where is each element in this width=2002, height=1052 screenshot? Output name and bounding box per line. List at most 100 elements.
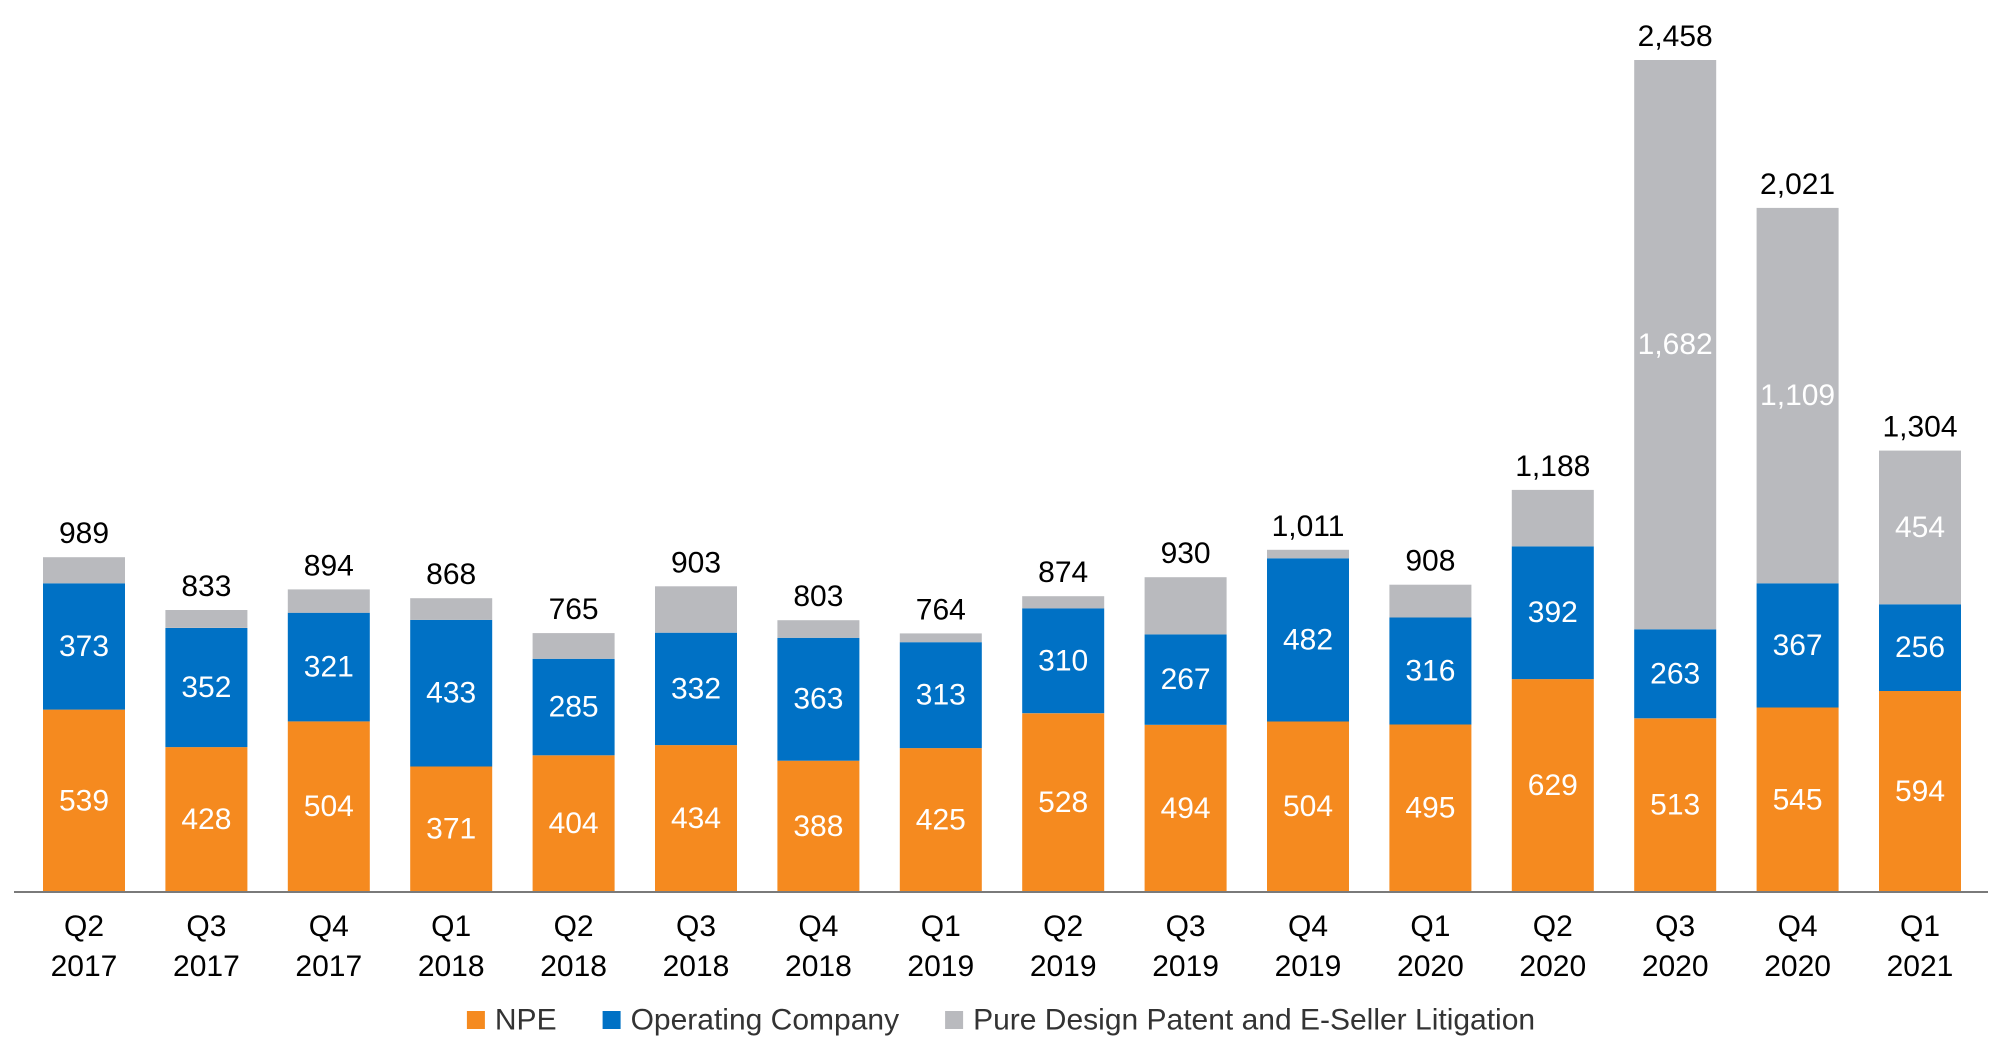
x-tick-quarter-label: Q1	[431, 910, 471, 943]
bar-segment-pure-design-patent-and-e-seller-litigation-8	[1022, 596, 1104, 608]
segment-value-label: 310	[1038, 644, 1088, 677]
segment-value-label: 263	[1650, 657, 1700, 690]
segment-value-label: 373	[59, 630, 109, 663]
segment-value-label: 363	[793, 683, 843, 716]
x-tick-year-label: 2020	[1642, 950, 1709, 983]
segment-value-label: 528	[1038, 786, 1088, 819]
segment-value-label: 285	[549, 691, 599, 724]
total-value-label: 903	[671, 546, 721, 579]
x-tick-quarter-label: Q3	[1655, 910, 1695, 943]
total-value-label: 908	[1405, 545, 1455, 578]
x-tick-quarter-label: Q2	[1043, 910, 1083, 943]
segment-value-label: 425	[916, 804, 966, 837]
segment-value-label: 1,109	[1760, 379, 1835, 412]
segment-value-label: 504	[304, 790, 354, 823]
segment-value-label: 404	[549, 807, 599, 840]
total-value-label: 1,304	[1882, 411, 1957, 444]
bar-segment-pure-design-patent-and-e-seller-litigation-10	[1267, 550, 1349, 559]
x-tick-year-label: 2017	[295, 950, 362, 983]
total-value-label: 989	[59, 517, 109, 550]
total-value-label: 764	[916, 593, 966, 626]
x-tick-year-label: 2021	[1887, 950, 1954, 983]
total-value-label: 803	[793, 580, 843, 613]
x-tick-year-label: 2020	[1519, 950, 1586, 983]
x-tick-year-label: 2018	[785, 950, 852, 983]
legend: NPE Operating Company Pure Design Patent a…	[467, 1004, 1535, 1037]
x-tick-labels-group: Q2 2017 Q3 2017 Q4 2017 Q1 2018 Q2 2018 Q3 2018 Q4 20…	[51, 910, 1954, 983]
x-tick-quarter-label: Q4	[1778, 910, 1818, 943]
segment-value-label: 428	[181, 803, 231, 836]
total-value-label: 2,021	[1760, 168, 1835, 201]
segment-value-label: 539	[59, 784, 109, 817]
bar-segment-pure-design-patent-and-e-seller-litigation-2	[288, 589, 370, 612]
x-tick-quarter-label: Q4	[309, 910, 349, 943]
legend-item-npe: NPE	[467, 1004, 557, 1037]
total-value-label: 894	[304, 549, 354, 582]
segment-value-label: 392	[1528, 596, 1578, 629]
bar-segment-pure-design-patent-and-e-seller-litigation-1	[165, 610, 247, 628]
legend-item-operating-company: Operating Company	[603, 1004, 899, 1037]
total-value-label: 833	[181, 570, 231, 603]
segment-value-label: 545	[1773, 783, 1823, 816]
bar-segment-pure-design-patent-and-e-seller-litigation-3	[410, 598, 492, 620]
x-tick-year-label: 2017	[173, 950, 240, 983]
x-tick-year-label: 2018	[418, 950, 485, 983]
bar-segment-pure-design-patent-and-e-seller-litigation-5	[655, 586, 737, 632]
segment-value-label: 371	[426, 813, 476, 846]
segment-value-label: 434	[671, 802, 721, 835]
x-tick-year-label: 2019	[1152, 950, 1219, 983]
x-tick-year-label: 2019	[1030, 950, 1097, 983]
x-tick-quarter-label: Q4	[1288, 910, 1328, 943]
segment-value-label: 433	[426, 677, 476, 710]
segment-value-label: 352	[181, 671, 231, 704]
bar-segment-pure-design-patent-and-e-seller-litigation-12	[1512, 490, 1594, 547]
total-value-label: 1,188	[1515, 450, 1590, 483]
legend-item-pure-design-patent-and-e-seller-litigation: Pure Design Patent and E-Seller Litigati…	[945, 1004, 1535, 1037]
total-value-label: 765	[549, 593, 599, 626]
segment-value-label: 256	[1895, 631, 1945, 664]
x-tick-quarter-label: Q1	[1410, 910, 1450, 943]
legend-swatch	[467, 1011, 485, 1029]
bar-segment-pure-design-patent-and-e-seller-litigation-0	[43, 557, 125, 583]
legend-label: NPE	[495, 1004, 557, 1037]
x-tick-quarter-label: Q2	[64, 910, 104, 943]
legend-label: Pure Design Patent and E-Seller Litigati…	[973, 1004, 1535, 1037]
segment-value-label: 594	[1895, 775, 1945, 808]
x-tick-quarter-label: Q2	[1533, 910, 1573, 943]
bar-segment-pure-design-patent-and-e-seller-litigation-7	[900, 633, 982, 642]
segment-value-label: 316	[1405, 655, 1455, 688]
segment-value-label: 1,682	[1638, 328, 1713, 361]
bar-segment-pure-design-patent-and-e-seller-litigation-6	[777, 620, 859, 638]
segment-value-label: 313	[916, 679, 966, 712]
bar-segment-pure-design-patent-and-e-seller-litigation-11	[1389, 585, 1471, 618]
x-tick-year-label: 2017	[51, 950, 118, 983]
bars-group	[43, 60, 1961, 892]
segment-value-label: 482	[1283, 623, 1333, 656]
segment-value-label: 454	[1895, 511, 1945, 544]
x-tick-year-label: 2020	[1397, 950, 1464, 983]
segment-value-label: 388	[793, 810, 843, 843]
bar-segment-pure-design-patent-and-e-seller-litigation-9	[1145, 577, 1227, 634]
x-tick-quarter-label: Q1	[921, 910, 961, 943]
segment-value-label: 495	[1405, 792, 1455, 825]
segment-value-label: 629	[1528, 769, 1578, 802]
segment-value-label: 513	[1650, 789, 1700, 822]
x-tick-quarter-label: Q3	[1166, 910, 1206, 943]
x-tick-quarter-label: Q3	[676, 910, 716, 943]
total-value-label: 930	[1161, 537, 1211, 570]
segment-value-label: 367	[1773, 629, 1823, 662]
segment-value-label: 332	[671, 672, 721, 705]
total-value-label: 874	[1038, 556, 1088, 589]
x-tick-quarter-label: Q3	[186, 910, 226, 943]
x-tick-year-label: 2018	[663, 950, 730, 983]
x-tick-year-label: 2019	[1275, 950, 1342, 983]
legend-label: Operating Company	[631, 1004, 899, 1037]
x-tick-quarter-label: Q2	[554, 910, 594, 943]
segment-value-label: 504	[1283, 790, 1333, 823]
x-tick-quarter-label: Q1	[1900, 910, 1940, 943]
x-tick-year-label: 2020	[1764, 950, 1831, 983]
bar-segment-pure-design-patent-and-e-seller-litigation-4	[533, 633, 615, 659]
x-tick-year-label: 2019	[907, 950, 974, 983]
x-tick-year-label: 2018	[540, 950, 607, 983]
